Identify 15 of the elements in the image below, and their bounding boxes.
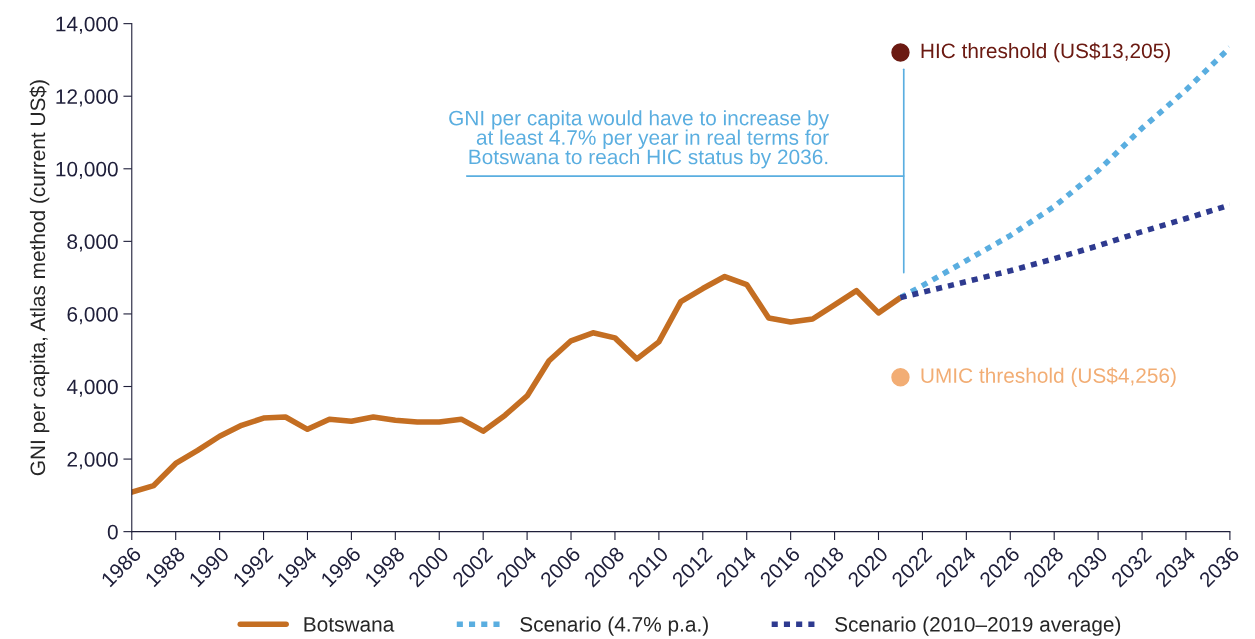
legend-label: Scenario (2010–2019 average) (835, 616, 1121, 636)
series-label: HIC threshold (US$13,205) (921, 42, 1170, 63)
legend-label: Botswana (304, 617, 395, 632)
annotation: GNI per capita would have to increase by at least 4.7% per year in real terms for Botswana to reach HIC status by 2036. (449, 110, 830, 169)
y-tick-label: 14,000 (56, 16, 118, 34)
y-tick-label: 6,000 (67, 306, 118, 325)
y-tick-label: 0 (107, 524, 118, 540)
y-tick-label: 4,000 (66, 379, 118, 397)
series-label: UMIC threshold (US$4,256) (921, 367, 1176, 388)
y-tick-label: 12,000 (56, 89, 118, 107)
legend-label: Scenario (4.7% p.a.) (520, 616, 708, 636)
y-tick-label: 2,000 (67, 452, 118, 470)
y-tick-label: 10,000 (56, 161, 118, 179)
y-tick-label: 8,000 (67, 234, 118, 252)
y-axis-title: GNI per capita, Atlas method (current US$) (29, 80, 50, 476)
